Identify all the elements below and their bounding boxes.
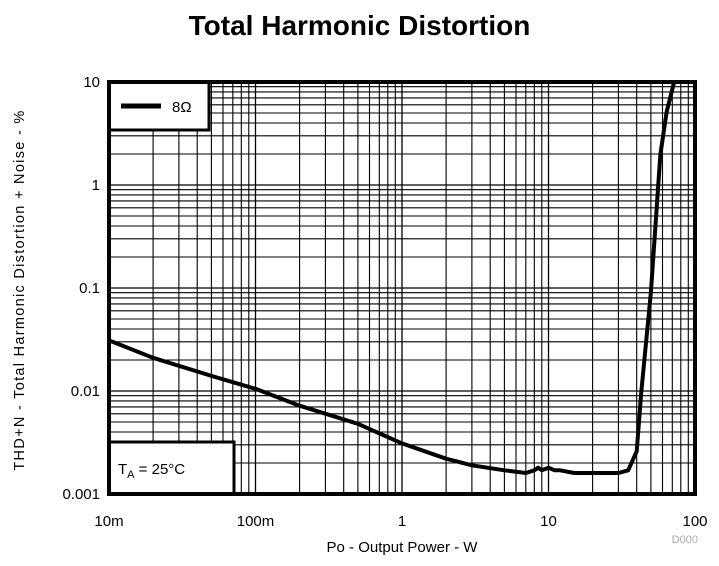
- y-tick-label: 1: [92, 177, 100, 194]
- chart-title: Total Harmonic Distortion: [188, 10, 531, 41]
- x-axis-label: Po - Output Power - W: [327, 539, 479, 556]
- y-axis-label: THD+N - Total Harmonic Distortion + Nois…: [12, 109, 28, 470]
- x-tick-label: 10: [540, 513, 557, 530]
- legend-label: 8Ω: [172, 99, 192, 116]
- x-tick-label: 10m: [94, 513, 123, 530]
- footnote: D000: [672, 534, 698, 546]
- series-line-8ohm: [107, 80, 677, 475]
- x-tick-label: 1: [398, 513, 406, 530]
- x-tick-label: 100: [682, 513, 707, 530]
- x-tick-label: 100m: [237, 513, 275, 530]
- plot-frame: [107, 80, 697, 496]
- annotation-text: TA = 25°C: [118, 461, 185, 481]
- y-tick-label: 0.01: [71, 383, 100, 400]
- y-tick-label: 10: [83, 74, 100, 91]
- y-tick-label: 0.1: [79, 280, 100, 297]
- y-tick-label: 0.001: [62, 486, 100, 503]
